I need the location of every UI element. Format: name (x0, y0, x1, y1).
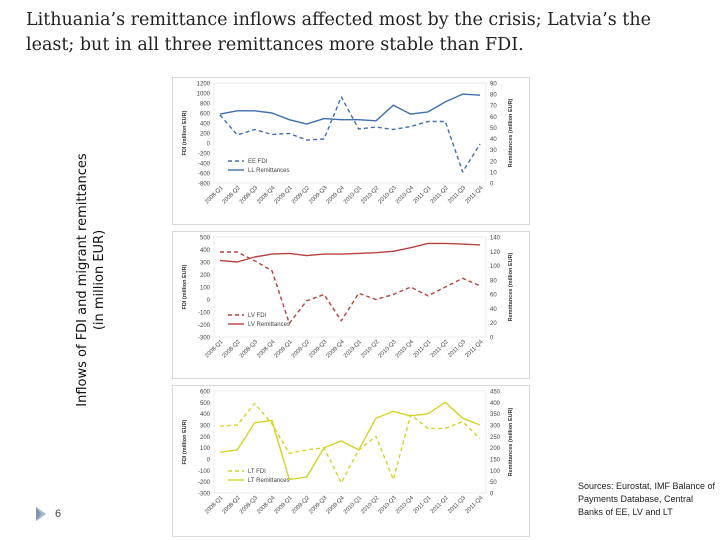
y-axis-label-line2: (in million EUR) (92, 229, 107, 331)
series-line (219, 402, 481, 484)
y-tick-label: 600 (200, 112, 211, 118)
y2-tick-label: 450 (490, 390, 501, 396)
y2-tick-label: 140 (490, 236, 501, 242)
series-line (219, 242, 481, 263)
chart-estonia: 120010008006004002000-200-400-600-800908… (172, 77, 530, 225)
y2-tick-label: 50 (490, 480, 497, 486)
y-axis-label-line1: Inflows of FDI and migrant remittances (75, 153, 90, 407)
y-tick-label: 300 (200, 261, 211, 267)
y2-tick-label: 400 (490, 401, 501, 407)
y-axis-title: FDI (million EUR) (182, 264, 188, 309)
y2-tick-label: 350 (490, 412, 501, 418)
y2-tick-label: 90 (490, 82, 497, 88)
y2-tick-label: 0 (490, 492, 494, 498)
y2-tick-label: 0 (490, 336, 494, 342)
y-tick-label: -300 (198, 492, 211, 498)
series-line (219, 93, 481, 125)
y-tick-label: 1200 (197, 82, 211, 88)
y2-tick-label: 80 (490, 93, 497, 99)
y2-axis-title: Remittances (million EUR) (508, 252, 514, 321)
series-line (220, 251, 481, 325)
plot-area (213, 82, 487, 184)
y2-tick-label: 70 (490, 104, 497, 110)
y-tick-label: 400 (200, 412, 211, 418)
y-tick-label: 300 (200, 424, 211, 430)
page-number: 6 (55, 508, 62, 520)
y-axis-title: FDI (million EUR) (182, 110, 188, 155)
y2-tick-label: 120 (490, 250, 501, 256)
y-tick-label: 100 (200, 446, 211, 452)
y-tick-label: 0 (207, 298, 211, 304)
y-tick-label: 0 (207, 142, 211, 148)
y2-tick-label: 0 (490, 182, 494, 188)
slide-bullet-icon (36, 507, 46, 521)
plot-area (213, 236, 487, 338)
y2-tick-label: 60 (490, 293, 497, 299)
y-tick-label: -200 (198, 323, 211, 329)
y-tick-label: -200 (198, 152, 211, 158)
y2-tick-label: 150 (490, 458, 501, 464)
y2-tick-label: 250 (490, 435, 501, 441)
y2-tick-label: 40 (490, 137, 497, 143)
y-tick-label: 1000 (197, 92, 211, 98)
y2-axis-title: Remittances (million EUR) (508, 98, 514, 167)
y-axis-title: FDI (million EUR) (182, 419, 188, 464)
y2-tick-label: 200 (490, 446, 501, 452)
y2-tick-label: 100 (490, 264, 501, 270)
y-tick-label: -400 (198, 162, 211, 168)
y2-tick-label: 40 (490, 307, 497, 313)
y-tick-label: 200 (200, 435, 211, 441)
chart-frame (172, 385, 530, 537)
legend-label: LV Remittances (248, 322, 290, 328)
y2-tick-label: 50 (490, 126, 497, 132)
y-tick-label: 100 (200, 286, 211, 292)
y-tick-label: 200 (200, 273, 211, 279)
y2-tick-label: 10 (490, 170, 497, 176)
legend-label: EE FDI (248, 159, 268, 165)
slide-title: Lithuania’s remittance inflows affected … (26, 10, 651, 55)
y-tick-label: 600 (200, 390, 211, 396)
y2-tick-label: 300 (490, 424, 501, 430)
y-tick-label: 400 (200, 248, 211, 254)
y2-axis-title: Remittances (million EUR) (508, 407, 514, 476)
legend-label: LL Remittances (248, 168, 289, 174)
y-tick-label: -100 (198, 311, 211, 317)
y-tick-label: 0 (207, 458, 211, 464)
y-tick-label: 800 (200, 102, 211, 108)
chart-frame (172, 77, 530, 225)
y-tick-label: -800 (198, 182, 211, 188)
y2-tick-label: 20 (490, 321, 497, 327)
y2-tick-label: 100 (490, 469, 501, 475)
legend-label: LT FDI (248, 469, 266, 475)
series-line (219, 96, 481, 173)
plot-area (213, 390, 487, 494)
y-axis-label: Inflows of FDI and migrant remittances (… (74, 90, 108, 470)
y-tick-label: 200 (200, 132, 211, 138)
chart-lithuania: 6005004003002001000-100-200-300450400350… (172, 385, 530, 537)
chart-frame (172, 231, 530, 379)
sources-note: Sources: Eurostat, IMF Balance of Paymen… (578, 481, 716, 517)
legend-label: LT Remittances (248, 478, 289, 484)
y-tick-label: -600 (198, 172, 211, 178)
y-tick-label: 500 (200, 401, 211, 407)
y2-tick-label: 20 (490, 159, 497, 165)
y-tick-label: -200 (198, 480, 211, 486)
y2-tick-label: 30 (490, 148, 497, 154)
y-tick-label: -100 (198, 469, 211, 475)
y-tick-label: 400 (200, 122, 211, 128)
y2-tick-label: 80 (490, 278, 497, 284)
y-tick-label: 500 (200, 236, 211, 242)
series-line (219, 401, 481, 481)
y2-tick-label: 60 (490, 115, 497, 121)
legend-label: LV FDI (248, 313, 267, 319)
chart-latvia: 5004003002001000-100-200-300140120100806… (172, 231, 530, 379)
y-tick-label: -300 (198, 336, 211, 342)
